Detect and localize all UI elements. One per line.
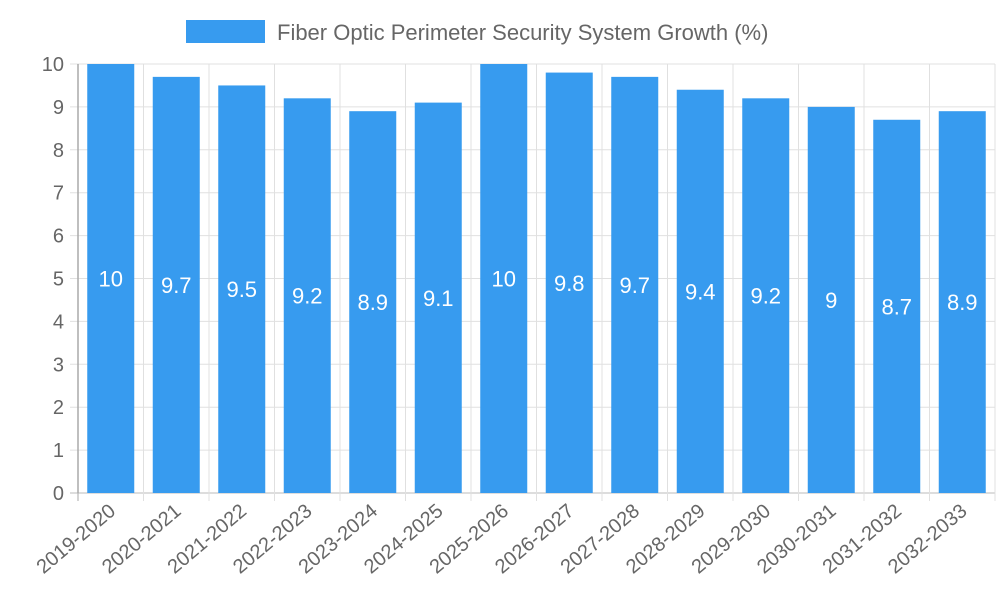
bar [480,64,528,493]
data-label: 8.9 [947,290,978,315]
y-tick-label: 1 [53,440,64,462]
bar [545,72,593,493]
data-label: 9.7 [161,273,192,298]
legend-swatch [186,20,265,43]
grid [70,63,996,501]
y-tick-label: 0 [53,483,64,505]
bar [611,76,659,494]
data-label: 8.7 [881,294,912,319]
bar [938,111,986,493]
bar [873,119,921,494]
bar [349,111,397,493]
bar [283,98,331,493]
data-label: 9.7 [619,273,650,298]
bar [676,89,724,494]
y-tick-label: 8 [53,140,64,162]
y-tick-label: 7 [53,183,64,205]
data-label: 9 [825,288,837,313]
y-tick-label: 4 [53,311,64,333]
y-tick-label: 5 [53,269,64,291]
data-label: 9.2 [292,284,323,309]
data-label: 9.5 [226,277,257,302]
bar [742,98,790,493]
bar [807,106,855,494]
bar [218,85,266,493]
y-tick-label: 10 [42,54,64,76]
y-tick-label: 3 [53,354,64,376]
data-label: 9.1 [423,286,454,311]
bar [414,102,462,494]
bar [87,64,135,493]
data-label: 9.2 [750,284,781,309]
bars [87,64,986,494]
legend-label: Fiber Optic Perimeter Security System Gr… [277,20,768,45]
bar [152,76,200,494]
legend[interactable]: Fiber Optic Perimeter Security System Gr… [186,20,768,45]
data-label: 10 [99,267,123,292]
y-tick-label: 2 [53,397,64,419]
data-label: 9.8 [554,271,585,296]
data-label: 10 [492,267,516,292]
data-label: 8.9 [357,290,388,315]
data-label: 9.4 [685,279,716,304]
y-tick-label: 9 [53,97,64,119]
y-tick-label: 6 [53,226,64,248]
